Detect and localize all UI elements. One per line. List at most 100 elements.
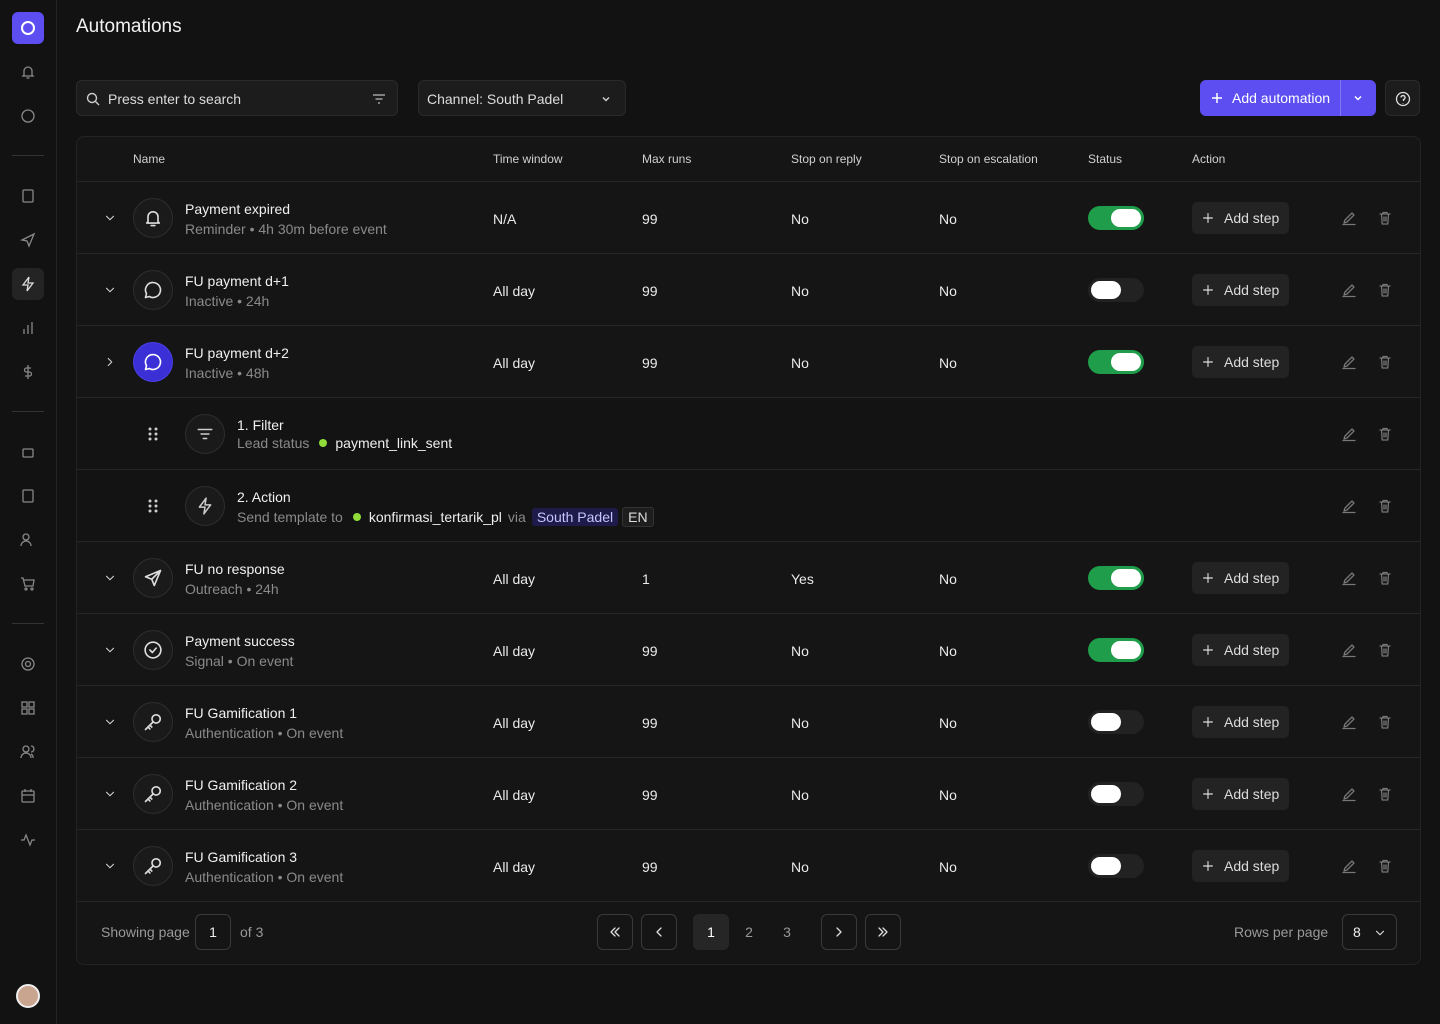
drag-handle[interactable] [147, 498, 159, 517]
expand-toggle[interactable] [103, 859, 117, 876]
search-input[interactable]: Press enter to search [76, 80, 398, 116]
add-step-button[interactable]: Add step [1192, 706, 1289, 738]
filter-button[interactable] [371, 91, 387, 107]
status-toggle[interactable] [1088, 206, 1144, 230]
expand-toggle[interactable] [103, 211, 117, 228]
expand-toggle[interactable] [103, 571, 117, 588]
max-runs: 1 [642, 571, 650, 587]
nav-icon[interactable] [20, 276, 36, 292]
rows-per-page-select[interactable]: 8 [1342, 914, 1397, 950]
step-value: konfirmasi_tertarik_pl [368, 509, 502, 525]
delete-button[interactable] [1377, 282, 1393, 301]
add-step-button[interactable]: Add step [1192, 634, 1289, 666]
drag-handle[interactable] [147, 426, 159, 445]
toggle-knob [1091, 857, 1121, 875]
nav-icon[interactable] [20, 488, 36, 504]
add-step-button[interactable]: Add step [1192, 562, 1289, 594]
max-runs: 99 [642, 211, 658, 227]
add-automation-button[interactable]: Add automation [1200, 80, 1376, 116]
automation-row: FU payment d+2 Inactive • 48h All day 99 No N… [77, 325, 1420, 397]
delete-button[interactable] [1377, 642, 1393, 661]
delete-button[interactable] [1377, 858, 1393, 877]
nav-icon[interactable] [20, 656, 36, 672]
nav-icon[interactable] [20, 700, 36, 716]
status-toggle[interactable] [1088, 278, 1144, 302]
expand-toggle[interactable] [103, 643, 117, 660]
delete-button[interactable] [1377, 786, 1393, 805]
automation-table: Name Time window Max runs Stop on reply Stop… [76, 136, 1421, 965]
page-button[interactable]: 3 [783, 924, 791, 940]
add-step-label: Add step [1224, 570, 1280, 586]
page-nav-button[interactable] [821, 914, 857, 950]
nav-icon[interactable] [20, 744, 36, 760]
automation-row: FU no response Outreach • 24h All day 1 Yes N… [77, 541, 1420, 613]
add-step-button[interactable]: Add step [1192, 850, 1289, 882]
nav-icon[interactable] [20, 788, 36, 804]
nav-icon[interactable] [20, 444, 36, 460]
logo[interactable] [12, 12, 44, 44]
automation-row: FU Gamification 3 Authentication • On eve… [77, 829, 1420, 901]
channel-badge: South Padel [531, 508, 619, 526]
add-step-button[interactable]: Add step [1192, 202, 1289, 234]
edit-button[interactable] [1341, 642, 1357, 661]
status-toggle[interactable] [1088, 854, 1144, 878]
nav-active[interactable] [12, 268, 44, 300]
add-step-button[interactable]: Add step [1192, 346, 1289, 378]
status-toggle[interactable] [1088, 710, 1144, 734]
edit-button[interactable] [1341, 426, 1357, 445]
page-nav-button[interactable] [597, 914, 633, 950]
time-window: All day [493, 643, 536, 659]
add-step-icon [1201, 283, 1215, 297]
nav-icon[interactable] [20, 832, 36, 848]
delete-button[interactable] [1377, 570, 1393, 589]
channel-select[interactable]: Channel: South Padel [418, 80, 626, 116]
nav-icon[interactable] [20, 108, 36, 124]
nav-icon[interactable] [20, 532, 36, 548]
avatar[interactable] [16, 984, 40, 1008]
step-icon [185, 486, 225, 526]
page-input[interactable]: 1 [195, 914, 231, 950]
page-nav-button[interactable] [865, 914, 901, 950]
status-toggle[interactable] [1088, 350, 1144, 374]
edit-button[interactable] [1341, 498, 1357, 517]
delete-button[interactable] [1377, 498, 1393, 517]
page-button[interactable]: 2 [745, 924, 753, 940]
expand-toggle[interactable] [103, 283, 117, 300]
delete-button[interactable] [1377, 426, 1393, 445]
nav-icon[interactable] [20, 364, 36, 380]
delete-button[interactable] [1377, 210, 1393, 229]
add-dropdown[interactable] [1352, 92, 1364, 104]
edit-button[interactable] [1341, 282, 1357, 301]
add-step-button[interactable]: Add step [1192, 778, 1289, 810]
status-toggle[interactable] [1088, 566, 1144, 590]
edit-button[interactable] [1341, 714, 1357, 733]
edit-button[interactable] [1341, 786, 1357, 805]
column-header: Time window [493, 152, 563, 166]
edit-button[interactable] [1341, 354, 1357, 373]
add-step-button[interactable]: Add step [1192, 274, 1289, 306]
help-button[interactable] [1385, 80, 1420, 116]
page-button[interactable]: 1 [693, 914, 729, 950]
automation-name: FU no response [185, 561, 285, 577]
step-detail: Lead status payment_link_sent [237, 435, 452, 451]
nav-icon[interactable] [20, 64, 36, 80]
nav-icon[interactable] [20, 320, 36, 336]
nav-icon[interactable] [20, 576, 36, 592]
delete-button[interactable] [1377, 354, 1393, 373]
page-nav-button[interactable] [641, 914, 677, 950]
edit-button[interactable] [1341, 858, 1357, 877]
nav-icon[interactable] [20, 188, 36, 204]
delete-button[interactable] [1377, 714, 1393, 733]
toggle-knob [1111, 569, 1141, 587]
search-placeholder: Press enter to search [108, 91, 242, 107]
status-toggle[interactable] [1088, 782, 1144, 806]
expand-toggle[interactable] [103, 355, 117, 372]
status-toggle[interactable] [1088, 638, 1144, 662]
add-step-label: Add step [1224, 642, 1280, 658]
expand-toggle[interactable] [103, 787, 117, 804]
edit-button[interactable] [1341, 570, 1357, 589]
edit-button[interactable] [1341, 210, 1357, 229]
row-icon [133, 702, 173, 742]
expand-toggle[interactable] [103, 715, 117, 732]
nav-icon[interactable] [20, 232, 36, 248]
